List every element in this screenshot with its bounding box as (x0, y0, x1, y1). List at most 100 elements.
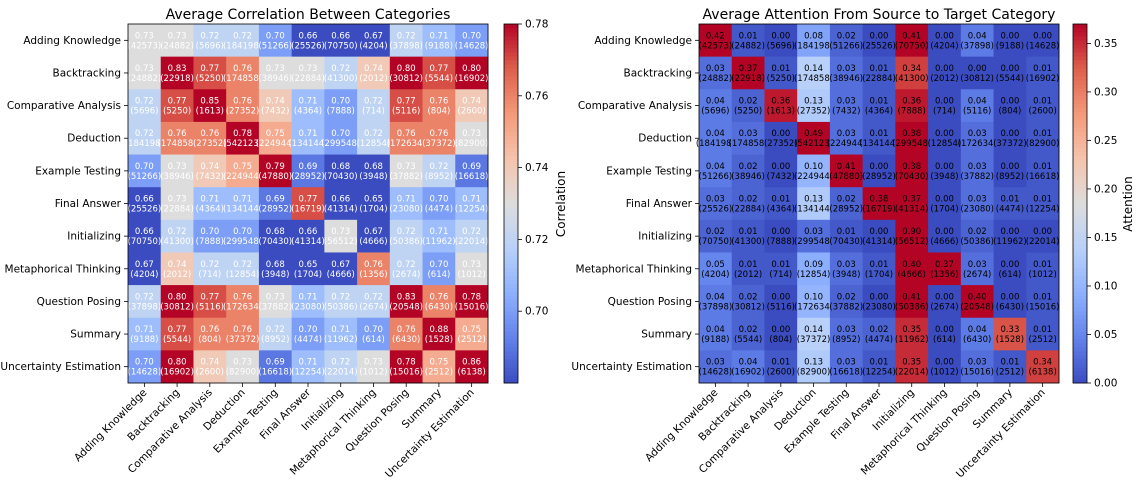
cell-value-label: 0.75 (233, 162, 252, 172)
cell-count-label: (1012) (1029, 270, 1057, 280)
cell-value-label: 0.70 (135, 358, 154, 368)
heatmap-cell (128, 121, 162, 155)
cell-value-label: 0.00 (935, 227, 954, 237)
cell-value-label: 0.75 (266, 129, 285, 139)
cell-value-label: 0.73 (364, 358, 383, 368)
cell-count-label: (24882) (160, 41, 194, 51)
cell-count-label: (70750) (699, 237, 733, 247)
cell-count-label: (12854) (226, 270, 260, 280)
heatmap-cell (731, 317, 765, 351)
cell-value-label: 0.02 (706, 227, 725, 237)
heatmap-cell (764, 285, 798, 319)
heatmap-cell (357, 317, 391, 351)
cell-count-label: (5250) (196, 74, 224, 84)
colorbar-segment (504, 211, 518, 216)
cell-count-label: (174858) (223, 74, 262, 84)
cell-count-label: (27352) (193, 139, 227, 149)
heatmap-cell (389, 252, 423, 286)
colorbar-segment (1073, 291, 1087, 296)
heatmap-cell (797, 121, 831, 155)
heatmap-cell (455, 154, 489, 188)
colorbar-segment (504, 171, 518, 177)
colorbar-segment (504, 327, 518, 332)
cell-count-label: (41300) (324, 74, 358, 84)
heatmap-cell (993, 350, 1027, 384)
cell-count-label: (3948) (930, 172, 958, 182)
cell-count-label: (6430) (425, 302, 453, 312)
heatmap-cell (862, 121, 896, 155)
cell-value-label: 0.41 (902, 31, 921, 41)
heatmap-cell (862, 154, 896, 188)
attention-colorbar-label: Attention (1121, 176, 1135, 231)
colorbar-segment (1073, 79, 1087, 85)
heatmap-cell (258, 252, 293, 286)
cell-value-label: 0.05 (706, 260, 725, 270)
cell-count-label: (56512) (895, 237, 929, 247)
cell-value-label: 0.00 (1000, 260, 1019, 270)
heatmap-cell (862, 350, 896, 384)
cell-value-label: 0.01 (1000, 195, 1019, 205)
cell-value-label: 0.76 (429, 129, 448, 139)
cell-value-label: 0.73 (135, 31, 154, 41)
colorbar-segment (1073, 283, 1087, 288)
cell-value-label: 0.03 (804, 227, 823, 237)
colorbar-segment (1073, 227, 1087, 232)
cell-count-label: (27352) (226, 107, 260, 117)
cell-count-label: (8952) (425, 172, 453, 182)
cell-count-label: (1012) (359, 368, 387, 378)
colorbar-tick-label: 0.05 (1094, 329, 1117, 341)
colorbar-segment (1073, 235, 1087, 240)
row-label: Initializing (638, 231, 692, 243)
heatmap-cell (699, 154, 733, 188)
colorbar-segment (1073, 163, 1087, 169)
colorbar-segment (504, 243, 518, 248)
cell-count-label: (12854) (357, 139, 391, 149)
colorbar-tick-label: 0.30 (1094, 86, 1117, 98)
heatmap-cell (160, 219, 194, 253)
heatmap-cell (862, 89, 896, 123)
cell-count-label: (14628) (1026, 41, 1060, 51)
heatmap-cell (764, 187, 798, 221)
heatmap-cell (389, 154, 423, 188)
cell-count-label: (5250) (163, 107, 191, 117)
cell-count-label: (37372) (993, 139, 1027, 149)
cell-count-label: (41300) (731, 237, 765, 247)
colorbar-segment (1073, 139, 1087, 145)
colorbar-segment (504, 311, 518, 316)
cell-count-label: (50386) (324, 302, 358, 312)
cell-value-label: 0.71 (233, 195, 252, 205)
cell-value-label: 0.76 (429, 97, 448, 107)
cell-value-label: 0.03 (968, 162, 987, 172)
cell-value-label: 0.03 (739, 129, 758, 139)
cell-value-label: 0.03 (837, 358, 856, 368)
cell-count-label: (15016) (455, 302, 489, 312)
heatmap-cell (160, 317, 194, 351)
heatmap-cell (928, 154, 962, 188)
attention-column-labels: Adding KnowledgeBacktrackingComparative … (643, 383, 1048, 480)
colorbar-segment (504, 235, 518, 240)
cell-value-label: 0.10 (804, 292, 823, 302)
colorbar-segment (1073, 251, 1087, 256)
cell-count-label: (70750) (128, 237, 162, 247)
colorbar-segment (1073, 95, 1087, 101)
colorbar-segment (504, 167, 518, 173)
cell-value-label: 0.88 (429, 325, 448, 335)
cell-value-label: 0.73 (168, 162, 187, 172)
row-label: Example Testing (35, 165, 121, 177)
cell-count-label: (16618) (829, 368, 863, 378)
cell-value-label: 0.71 (135, 325, 154, 335)
correlation-heatmap-title: Average Correlation Between Categories (166, 7, 451, 23)
cell-value-label: 0.90 (902, 227, 921, 237)
colorbar-tick-label: 0.25 (1094, 135, 1117, 147)
correlation-column-labels: Adding KnowledgeBacktrackingComparative … (72, 383, 477, 480)
colorbar-tick-label: 0.78 (525, 19, 548, 31)
cell-count-label: (9188) (701, 335, 729, 345)
cell-value-label: 0.75 (462, 325, 481, 335)
heatmap-cell (895, 24, 929, 58)
colorbar-segment (1073, 371, 1087, 376)
colorbar-segment (1073, 99, 1087, 105)
cell-value-label: 0.72 (233, 31, 252, 41)
cell-count-label: (5116) (767, 302, 795, 312)
cell-count-label: (50386) (960, 237, 994, 247)
colorbar-segment (1073, 91, 1087, 97)
